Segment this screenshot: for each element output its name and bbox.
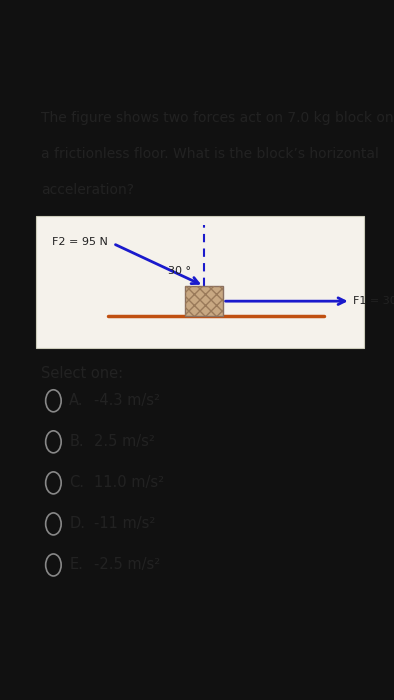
- Text: F1 = 30 N: F1 = 30 N: [353, 296, 394, 306]
- Bar: [185, 286, 223, 316]
- Bar: [36, 216, 364, 349]
- Text: -11 m/s²: -11 m/s²: [94, 517, 155, 531]
- Text: C.: C.: [69, 475, 84, 491]
- Text: 11.0 m/s²: 11.0 m/s²: [94, 475, 164, 491]
- Bar: [185, 286, 223, 316]
- Text: -4.3 m/s²: -4.3 m/s²: [94, 393, 160, 408]
- Text: -2.5 m/s²: -2.5 m/s²: [94, 557, 160, 573]
- Text: The figure shows two forces act on 7.0 kg block on: The figure shows two forces act on 7.0 k…: [41, 111, 394, 125]
- Text: E.: E.: [69, 557, 83, 573]
- Text: F2 = 95 N: F2 = 95 N: [52, 237, 108, 247]
- Text: 2.5 m/s²: 2.5 m/s²: [94, 434, 155, 449]
- Text: D.: D.: [69, 517, 85, 531]
- Text: B.: B.: [69, 434, 84, 449]
- Text: 30 °: 30 °: [168, 266, 191, 276]
- Text: A.: A.: [69, 393, 84, 408]
- Text: acceleration?: acceleration?: [41, 183, 134, 197]
- Text: a frictionless floor. What is the block’s horizontal: a frictionless floor. What is the block’…: [41, 146, 379, 160]
- Text: Select one:: Select one:: [41, 366, 123, 381]
